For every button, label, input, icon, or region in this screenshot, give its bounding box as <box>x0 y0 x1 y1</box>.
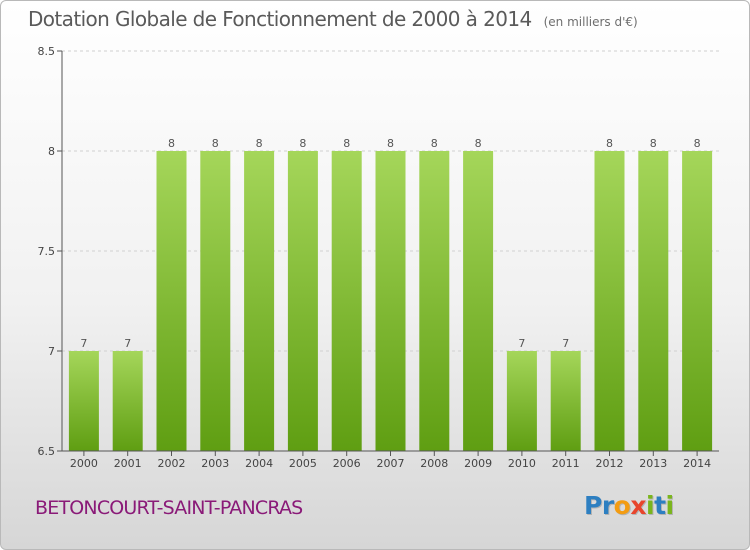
bar-2000 <box>68 351 99 451</box>
proxiti-logo[interactable]: Proxiti <box>584 491 674 520</box>
bar-2003 <box>200 151 231 451</box>
title-text: Dotation Globale de Fonctionnement de 20… <box>28 7 532 31</box>
bar-2013 <box>638 151 669 451</box>
commune-name: BETONCOURT-SAINT-PANCRAS <box>35 497 303 519</box>
data-label: 8 <box>256 137 263 150</box>
logo-letter: i <box>665 491 675 520</box>
data-label: 8 <box>299 137 306 150</box>
bar-2008 <box>419 151 450 451</box>
x-tick-label: 2010 <box>508 457 536 470</box>
label-layer: 6.5 7 7.5 8 8.5 7 2000 7 2001 8 2002 8 2003 8 2004 8 200… <box>38 45 712 470</box>
bar-2014 <box>682 151 713 451</box>
x-tick-label: 2011 <box>552 457 580 470</box>
x-tick-label: 2009 <box>464 457 492 470</box>
y-tick-label: 8.5 <box>38 45 56 58</box>
bar-2006 <box>331 151 362 451</box>
data-label: 8 <box>212 137 219 150</box>
data-label: 8 <box>387 137 394 150</box>
logo-letter: r <box>601 491 614 520</box>
data-label: 7 <box>124 337 131 350</box>
y-tick-label: 7 <box>48 345 55 358</box>
x-tick-label: 2006 <box>333 457 361 470</box>
y-tick-label: 8 <box>48 145 55 158</box>
x-tick-label: 2012 <box>596 457 624 470</box>
x-tick-label: 2004 <box>245 457 273 470</box>
x-tick-label: 2002 <box>158 457 186 470</box>
bar-2001 <box>112 351 143 451</box>
axis-layer <box>57 50 719 456</box>
logo-letter: i <box>646 491 655 520</box>
data-label: 8 <box>431 137 438 150</box>
data-label: 8 <box>606 137 613 150</box>
x-tick-label: 2014 <box>683 457 711 470</box>
data-label: 8 <box>694 137 701 150</box>
x-tick-label: 2003 <box>201 457 229 470</box>
y-tick-label: 6.5 <box>38 445 56 458</box>
bar-2002 <box>156 151 187 451</box>
data-label: 7 <box>562 337 569 350</box>
bar-2004 <box>244 151 275 451</box>
chart-title: Dotation Globale de Fonctionnement de 20… <box>28 7 638 31</box>
chart-subtitle: (en milliers d'€) <box>543 15 638 29</box>
data-label: 8 <box>650 137 657 150</box>
y-tick-label: 7.5 <box>38 245 56 258</box>
logo-letter: o <box>613 491 631 520</box>
bar-2007 <box>375 151 406 451</box>
bar-2010 <box>506 351 537 451</box>
bar-2011 <box>550 351 581 451</box>
x-tick-label: 2008 <box>420 457 448 470</box>
bar-2005 <box>287 151 318 451</box>
data-label: 8 <box>475 137 482 150</box>
x-tick-label: 2000 <box>70 457 98 470</box>
data-label: 7 <box>518 337 525 350</box>
data-label: 8 <box>343 137 350 150</box>
x-tick-label: 2001 <box>114 457 142 470</box>
x-tick-label: 2007 <box>377 457 405 470</box>
logo-letter: t <box>654 491 666 520</box>
bar-2012 <box>594 151 625 451</box>
x-tick-label: 2013 <box>639 457 667 470</box>
data-label: 7 <box>80 337 87 350</box>
logo-letter: x <box>630 491 646 520</box>
bar-2009 <box>463 151 494 451</box>
bar-layer <box>68 151 713 451</box>
x-tick-label: 2005 <box>289 457 317 470</box>
data-label: 8 <box>168 137 175 150</box>
logo-letter: P <box>584 491 602 520</box>
